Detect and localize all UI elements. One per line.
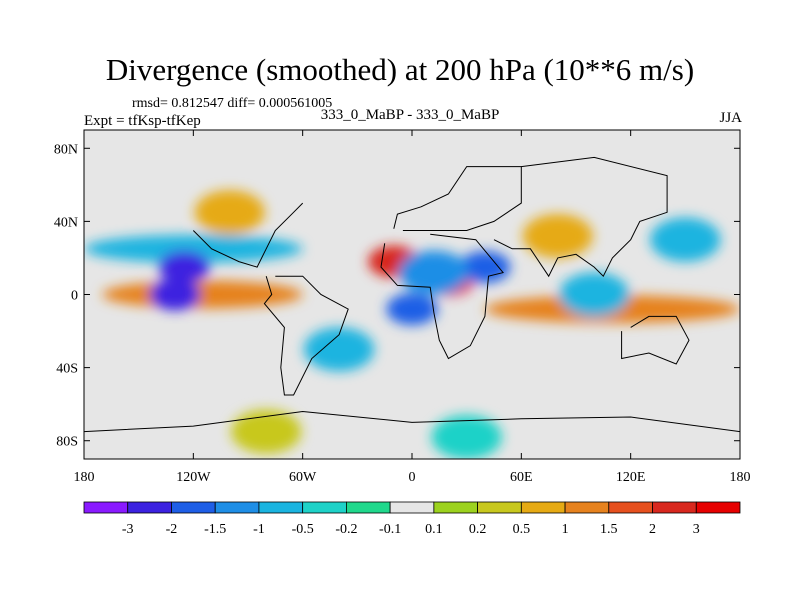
colorbar-label: -0.2: [335, 522, 357, 537]
colorbar-label: -3: [122, 522, 134, 537]
case-comparison-label: 333_0_MaBP - 333_0_MaBP: [320, 107, 500, 123]
colorbar-swatch: [171, 501, 216, 514]
coastline-5: [621, 315, 690, 365]
x-tick-label: 60E: [510, 470, 533, 485]
rmsd-diff-stats: rmsd= 0.812547 diff= 0.000561005: [132, 96, 333, 111]
colorbar-swatch: [564, 501, 610, 514]
field-blob-16: [303, 327, 375, 372]
y-tick-label: 0: [71, 289, 78, 304]
x-tick-label: 180: [74, 470, 95, 485]
coastline-outline: [84, 156, 740, 433]
y-tick-label: 80N: [54, 142, 78, 157]
plot-area: [83, 129, 741, 460]
field-blob-8: [459, 251, 511, 284]
coastline-3: [263, 275, 349, 396]
field-blob-6: [149, 278, 201, 311]
divergence-field: [84, 190, 740, 459]
colorbar-swatch: [345, 501, 391, 514]
coastline-1: [380, 233, 504, 360]
experiment-label: Expt = tfKsp-tfKep: [84, 113, 201, 129]
colorbar-label: -0.1: [379, 522, 401, 537]
colorbar-swatch: [127, 501, 172, 514]
colorbar: -3 -2 -1.5 -1 -0.5 -0.2 -0.1 0.1 0.2 0.5 1 1.5 2 3: [83, 501, 741, 537]
colorbar-swatch: [389, 501, 435, 514]
field-blob-7: [386, 293, 438, 326]
field-blob-12: [431, 415, 502, 459]
colorbar-swatch: [608, 501, 653, 514]
coastline-6: [84, 410, 740, 433]
colorbar-swatch: [695, 501, 741, 514]
colorbar-label: 2: [649, 522, 656, 537]
field-blob-5: [158, 251, 210, 284]
colorbar-label: 0.2: [469, 522, 487, 537]
colorbar-label: -0.5: [292, 522, 314, 537]
x-tick-label: 180: [730, 470, 751, 485]
season-label: JJA: [719, 110, 742, 126]
colorbar-swatch: [520, 501, 566, 514]
y-tick-label: 80S: [56, 435, 78, 450]
field-blob-11: [231, 409, 302, 454]
colorbar-swatch: [83, 501, 129, 514]
colorbar-swatch: [433, 501, 478, 514]
coastline-2: [493, 156, 668, 278]
colorbar-label: 0.5: [513, 522, 531, 537]
y-axis: 80N 40N 0 40S 80S: [54, 142, 740, 450]
y-tick-label: 40S: [56, 362, 78, 377]
colorbar-swatch: [302, 501, 347, 514]
colorbar-label: -2: [166, 522, 178, 537]
colorbar-label: -1: [253, 522, 265, 537]
colorbar-swatch: [214, 501, 260, 514]
colorbar-swatch: [477, 501, 522, 514]
colorbar-label: 1.5: [600, 522, 618, 537]
colorbar-label: 0.1: [425, 522, 443, 537]
x-tick-label: 120E: [616, 470, 646, 485]
colorbar-label: -1.5: [204, 522, 226, 537]
field-band-2: [84, 234, 303, 263]
colorbar-label: 3: [693, 522, 700, 537]
chart-title: Divergence (smoothed) at 200 hPa (10**6 …: [105, 52, 695, 87]
field-blob-14: [522, 214, 593, 259]
field-blob-9: [398, 250, 470, 295]
field-blob-15: [650, 217, 721, 262]
colorbar-swatch: [652, 501, 697, 514]
y-tick-label: 40N: [54, 215, 78, 230]
field-band-0: [102, 280, 303, 309]
colorbar-label: 1: [562, 522, 569, 537]
x-tick-label: 60W: [289, 470, 317, 485]
x-axis: 180 120W 60W 0 60E 120E 180: [74, 130, 751, 485]
x-tick-label: 120W: [176, 470, 211, 485]
coastline-4: [192, 202, 304, 268]
field-blob-10: [559, 272, 630, 317]
colorbar-swatch: [258, 501, 304, 514]
field-blob-13: [194, 190, 265, 235]
x-tick-label: 0: [409, 470, 416, 485]
